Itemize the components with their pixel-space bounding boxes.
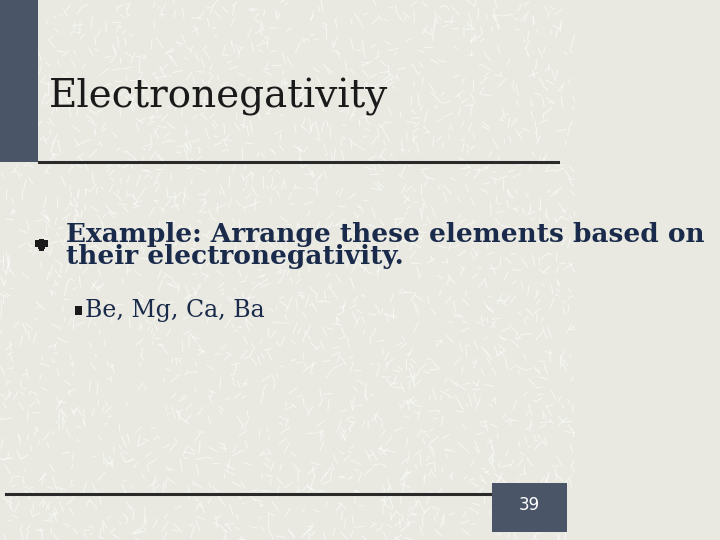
Bar bbox=[38, 240, 45, 249]
Bar bbox=[0, 0, 38, 162]
Text: 39: 39 bbox=[518, 496, 540, 514]
Bar bbox=[35, 240, 48, 247]
Text: Be, Mg, Ca, Ba: Be, Mg, Ca, Ba bbox=[85, 299, 265, 322]
Bar bbox=[75, 306, 81, 315]
Bar bbox=[492, 483, 567, 532]
Text: their electronegativity.: their electronegativity. bbox=[66, 244, 404, 269]
Bar bbox=[39, 239, 45, 251]
Text: Electronegativity: Electronegativity bbox=[49, 78, 388, 116]
Text: Example: Arrange these elements based on: Example: Arrange these elements based on bbox=[66, 222, 705, 247]
